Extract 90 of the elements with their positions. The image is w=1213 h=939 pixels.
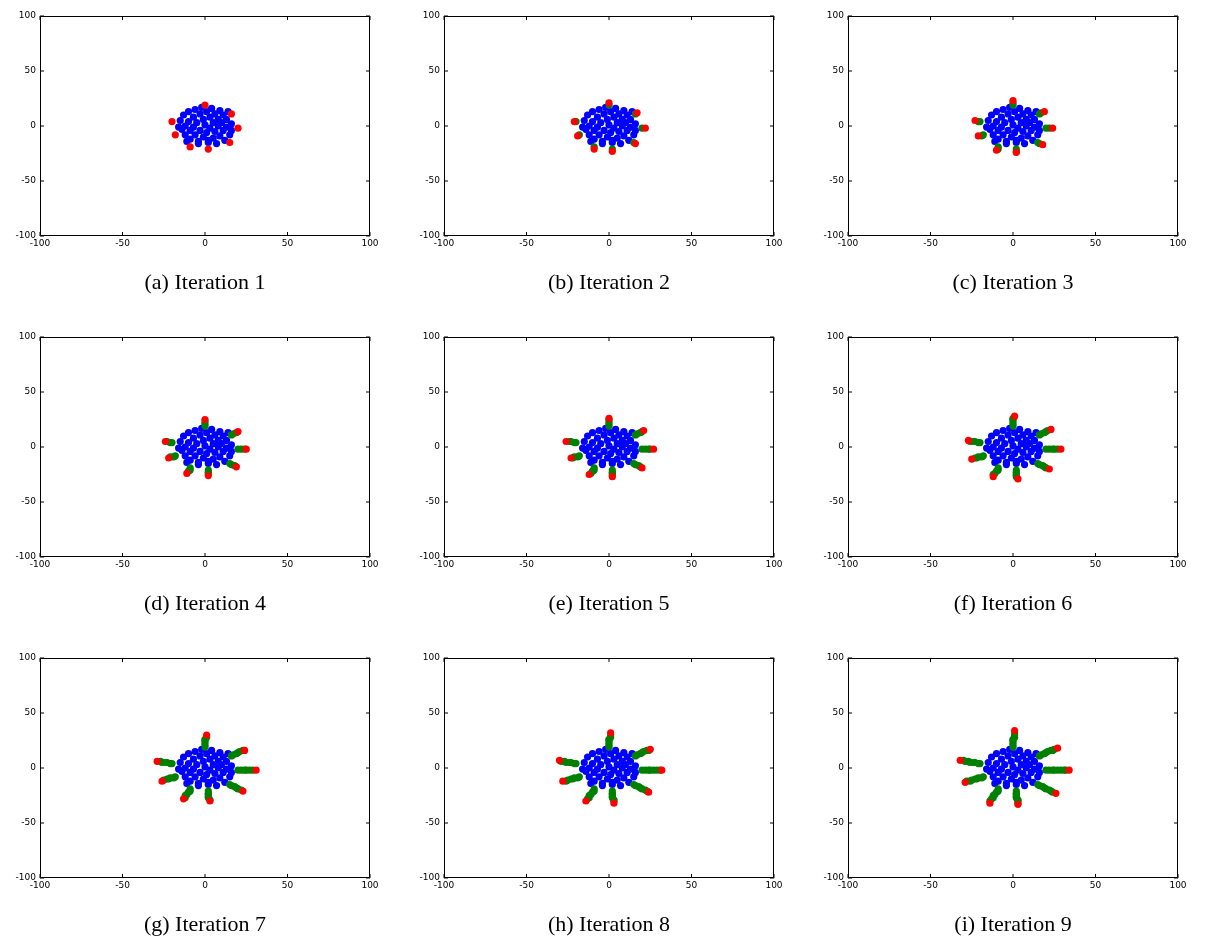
y-tick-label: -100	[823, 551, 845, 562]
y-tick-label: 50	[832, 386, 845, 397]
text: (a) Iteration 1	[143, 268, 267, 296]
y-tick-label: -50	[829, 496, 845, 507]
x-tick-label: 100	[765, 237, 783, 248]
y-tick-label: -50	[829, 175, 845, 186]
y-tick-label: 50	[24, 386, 37, 397]
y-tick-label: -50	[425, 496, 441, 507]
y-tick-label: 100	[422, 10, 441, 21]
y-tick-label: -100	[15, 551, 37, 562]
y-tick-label: -100	[15, 872, 37, 883]
y-tick-label: 100	[422, 331, 441, 342]
x-tick-label: 100	[361, 237, 379, 248]
text: (e) Iteration 5	[547, 589, 671, 617]
y-tick-label: 100	[826, 652, 845, 663]
text: (h) Iteration 8	[546, 910, 672, 938]
y-tick-label: 50	[428, 65, 441, 76]
x-tick-label: -50	[923, 879, 939, 890]
x-tick-label: 0	[202, 558, 209, 569]
y-tick-label: -50	[425, 175, 441, 186]
x-tick-label: 0	[202, 879, 209, 890]
y-tick-label: 0	[838, 120, 845, 131]
x-tick-label: 50	[685, 558, 698, 569]
y-tick-label: 0	[838, 762, 845, 773]
x-tick-label: 0	[606, 879, 613, 890]
x-tick-label: 100	[765, 879, 783, 890]
text: (d) Iteration 4	[142, 589, 268, 617]
y-tick-label: -50	[21, 175, 37, 186]
x-tick-label: 50	[281, 879, 294, 890]
x-tick-label: 0	[606, 558, 613, 569]
y-tick-label: 0	[434, 762, 441, 773]
y-tick-label: 50	[428, 386, 441, 397]
y-tick-label: -100	[419, 230, 441, 241]
y-tick-label: -100	[419, 872, 441, 883]
y-tick-label: 50	[24, 707, 37, 718]
y-tick-label: 100	[826, 10, 845, 21]
x-tick-label: 50	[685, 237, 698, 248]
x-tick-label: 0	[1010, 237, 1017, 248]
text: (f) Iteration 6	[952, 589, 1074, 617]
text: (g) Iteration 7	[142, 910, 268, 938]
x-tick-label: 50	[281, 237, 294, 248]
y-tick-label: 0	[434, 120, 441, 131]
x-tick-label: 100	[361, 558, 379, 569]
text: (b) Iteration 2	[546, 268, 672, 296]
x-tick-label: -50	[519, 558, 535, 569]
x-tick-label: 100	[1169, 237, 1187, 248]
y-tick-label: -50	[21, 496, 37, 507]
x-tick-label: 50	[281, 558, 294, 569]
y-tick-label: -50	[21, 817, 37, 828]
y-tick-label: -100	[419, 551, 441, 562]
y-tick-label: -50	[425, 817, 441, 828]
x-tick-label: 50	[685, 879, 698, 890]
x-tick-label: 100	[1169, 558, 1187, 569]
y-tick-label: 50	[832, 707, 845, 718]
y-tick-label: 0	[434, 441, 441, 452]
y-tick-label: 50	[428, 707, 441, 718]
x-tick-label: 100	[361, 879, 379, 890]
y-tick-label: -100	[15, 230, 37, 241]
y-tick-label: -50	[829, 817, 845, 828]
text: (c) Iteration 3	[951, 268, 1075, 296]
y-tick-label: 0	[30, 120, 37, 131]
x-tick-label: 0	[1010, 558, 1017, 569]
y-tick-label: 100	[422, 652, 441, 663]
x-tick-label: 0	[1010, 879, 1017, 890]
x-tick-label: 50	[1089, 558, 1102, 569]
y-tick-label: 0	[838, 441, 845, 452]
x-tick-label: -50	[519, 237, 535, 248]
x-tick-label: -50	[519, 879, 535, 890]
x-tick-label: 100	[765, 558, 783, 569]
x-tick-label: -50	[923, 558, 939, 569]
x-tick-label: -50	[923, 237, 939, 248]
x-tick-label: 0	[202, 237, 209, 248]
x-tick-label: 50	[1089, 879, 1102, 890]
x-tick-label: -50	[115, 879, 131, 890]
y-tick-label: -100	[823, 230, 845, 241]
y-tick-label: -100	[823, 872, 845, 883]
x-tick-label: 100	[1169, 879, 1187, 890]
x-tick-label: -50	[115, 237, 131, 248]
y-tick-label: 0	[30, 441, 37, 452]
y-tick-label: 100	[18, 331, 37, 342]
y-tick-label: 50	[832, 65, 845, 76]
y-tick-label: 100	[18, 10, 37, 21]
x-tick-label: 0	[606, 237, 613, 248]
y-tick-label: 100	[18, 652, 37, 663]
text: (i) Iteration 9	[953, 910, 1073, 938]
x-tick-label: 50	[1089, 237, 1102, 248]
y-tick-label: 100	[826, 331, 845, 342]
y-tick-label: 0	[30, 762, 37, 773]
y-tick-label: 50	[24, 65, 37, 76]
x-tick-label: -50	[115, 558, 131, 569]
